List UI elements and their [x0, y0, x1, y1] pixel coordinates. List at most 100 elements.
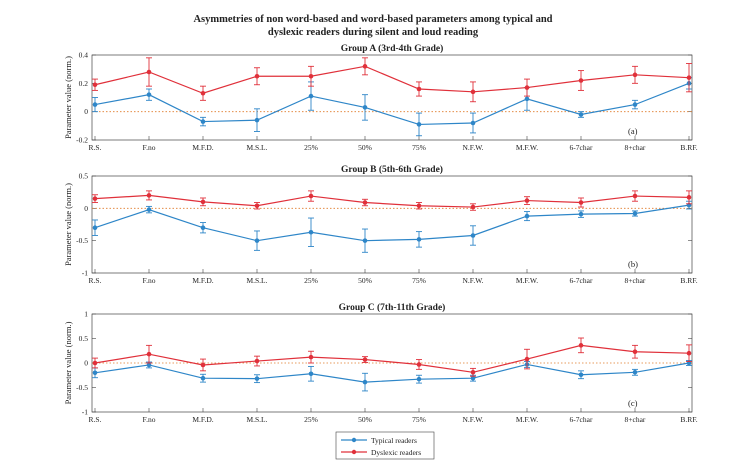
- data-point-dyslexic: [200, 199, 206, 205]
- x-tick-label: M.F.D.: [192, 415, 213, 424]
- data-point-dyslexic: [362, 357, 368, 362]
- data-point-dyslexic: [632, 349, 638, 355]
- chart-title-line1: Asymmetries of non word-based and word-b…: [193, 14, 552, 25]
- data-point-typical: [470, 233, 476, 238]
- data-point-typical: [524, 213, 530, 219]
- x-tick-label: F.no: [143, 143, 156, 152]
- data-point-typical: [308, 371, 314, 377]
- x-tick-label: R.S.: [89, 415, 102, 424]
- x-tick-label: 50%: [358, 143, 372, 152]
- data-point-typical: [578, 372, 584, 378]
- x-tick-label: B.RF.: [680, 276, 697, 285]
- data-point-dyslexic: [92, 360, 98, 366]
- data-point-typical: [632, 211, 638, 216]
- data-point-typical: [362, 379, 368, 385]
- x-tick-label: 75%: [412, 276, 426, 285]
- x-tick-label: 6-7char: [570, 415, 593, 424]
- data-point-dyslexic: [686, 195, 692, 200]
- y-tick-label: 0: [84, 204, 88, 213]
- data-point-dyslexic: [470, 370, 476, 375]
- data-point-dyslexic: [92, 82, 98, 88]
- data-point-typical: [416, 122, 422, 127]
- data-point-typical: [254, 117, 260, 123]
- series-line-typical: [94, 82, 690, 126]
- legend: Typical readers Dyslexic readers: [335, 431, 435, 460]
- x-tick-label: M.S.L.: [246, 415, 267, 424]
- data-point-typical: [416, 237, 422, 242]
- data-point-dyslexic: [308, 354, 314, 360]
- x-tick-label: 75%: [412, 143, 426, 152]
- data-point-dyslexic: [416, 203, 422, 209]
- data-point-dyslexic: [470, 89, 476, 95]
- data-point-dyslexic: [254, 358, 260, 364]
- data-point-dyslexic: [146, 351, 152, 357]
- x-tick-label: R.S.: [89, 143, 102, 152]
- x-tick-label: M.F.W.: [516, 415, 538, 424]
- data-point-dyslexic: [200, 90, 206, 96]
- y-tick-label: 0.5: [79, 172, 89, 181]
- panel-title: Group A (3rd-4th Grade): [341, 43, 443, 54]
- data-point-dyslexic: [362, 64, 368, 69]
- series-line-typical: [94, 204, 690, 242]
- data-point-dyslexic: [416, 362, 422, 367]
- data-point-typical: [632, 370, 638, 375]
- data-point-dyslexic: [146, 69, 152, 75]
- x-tick-label: M.F.W.: [516, 276, 538, 285]
- legend-box: [335, 431, 435, 460]
- data-point-dyslexic: [632, 72, 638, 78]
- data-point-typical: [524, 96, 530, 102]
- y-tick-label: 0.5: [79, 334, 89, 343]
- data-point-typical: [92, 102, 98, 107]
- x-tick-label: 50%: [358, 415, 372, 424]
- data-point-typical: [200, 119, 206, 124]
- y-tick-label: -0.2: [76, 136, 88, 145]
- panel-title: Group B (5th-6th Grade): [341, 164, 443, 175]
- x-tick-label: 50%: [358, 276, 372, 285]
- x-tick-label: 8+char: [625, 415, 646, 424]
- panel-frame: [91, 175, 693, 274]
- x-tick-label: R.S.: [89, 276, 102, 285]
- x-tick-label: N.F.W.: [462, 276, 483, 285]
- x-tick-label: 8+char: [625, 276, 646, 285]
- x-tick-label: M.F.W.: [516, 143, 538, 152]
- y-tick-label: -0.5: [76, 236, 88, 245]
- series-line-dyslexic: [94, 194, 690, 208]
- x-tick-label: 25%: [304, 415, 318, 424]
- x-tick-label: N.F.W.: [462, 143, 483, 152]
- data-point-typical: [416, 376, 422, 382]
- legend-typical-marker: [351, 437, 357, 443]
- y-tick-label: 0.2: [79, 79, 89, 88]
- data-point-typical: [578, 112, 584, 117]
- data-point-typical: [146, 92, 152, 97]
- data-point-dyslexic: [200, 362, 206, 368]
- data-point-typical: [362, 238, 368, 243]
- x-tick-label: F.no: [143, 415, 156, 424]
- data-point-dyslexic: [308, 193, 314, 199]
- data-point-dyslexic: [254, 203, 260, 209]
- data-point-dyslexic: [308, 73, 314, 79]
- x-tick-label: M.F.D.: [192, 276, 213, 285]
- data-point-typical: [92, 225, 98, 231]
- data-point-typical: [470, 120, 476, 126]
- panel-1: Group A (3rd-4th Grade) Parameter value (…: [63, 43, 698, 152]
- series-line-dyslexic: [94, 65, 690, 94]
- x-tick-label: 6-7char: [570, 276, 593, 285]
- data-point-dyslexic: [524, 198, 530, 203]
- data-point-dyslexic: [362, 200, 368, 205]
- x-tick-label: F.no: [143, 276, 156, 285]
- panel-frame: [91, 313, 693, 413]
- data-point-dyslexic: [524, 356, 530, 362]
- x-tick-label: M.F.D.: [192, 143, 213, 152]
- data-point-typical: [146, 362, 152, 368]
- x-tick-label: 6-7char: [570, 143, 593, 152]
- x-tick-label: M.S.L.: [246, 143, 267, 152]
- panel-frame: [91, 54, 693, 141]
- panel-title: Group C (7th-11th Grade): [339, 302, 446, 313]
- panel-tag: (b): [628, 259, 638, 269]
- data-point-typical: [92, 370, 98, 376]
- chart-title-line2: dyslexic readers during silent and loud …: [268, 27, 479, 38]
- data-point-dyslexic: [92, 196, 98, 201]
- y-tick-label: 0: [84, 107, 88, 116]
- data-point-typical: [578, 211, 584, 217]
